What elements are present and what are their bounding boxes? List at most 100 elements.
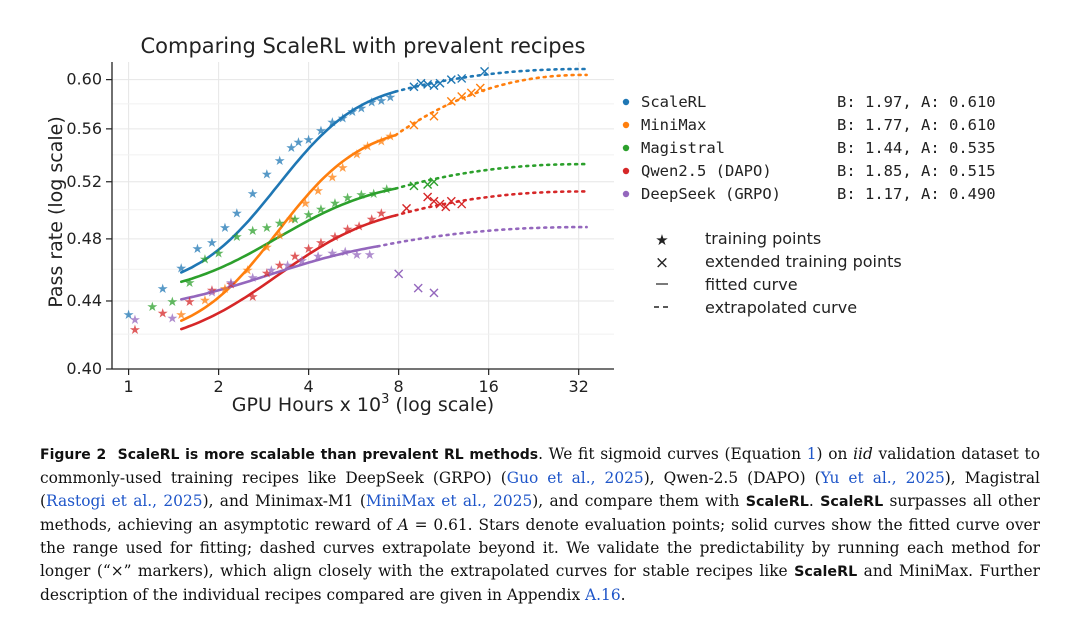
training-point-star: ★ [353,220,365,235]
training-point-star: ★ [347,105,359,120]
training-point-star: ★ [192,242,204,257]
extended-point-x-stroke [435,78,445,88]
extended-point-x [423,180,433,189]
extended-point-x-stroke [413,283,423,293]
training-point-star: ★ [157,306,169,321]
y-axis-title: Pass rate (log scale) [45,116,67,308]
training-point-star: ★ [326,115,338,130]
training-point-star: ★ [351,248,363,263]
legend-marker-4 [622,190,630,198]
citation-minimax-link[interactable]: MiniMax et al., 2025 [365,492,533,510]
appendix-link[interactable]: A.16 [585,586,621,604]
training-point-star: ★ [129,323,141,338]
caption-text: and MiniMax. Further description of the … [40,562,1040,604]
fitted-curve-2 [180,187,397,284]
citation-guo-link[interactable]: Guo et al., 2025 [506,469,644,487]
caption-text: . We fit sigmoid curves (Equation [538,445,807,463]
figure-label: Figure 2 [40,447,107,463]
legend-series-params: B: 1.97, A: 0.610 [837,93,996,111]
figure-title: ScaleRL is more scalable than prevalent … [117,447,539,463]
training-point-star: ★ [247,187,259,202]
extended-point-x [457,73,467,83]
training-point-star: ★ [166,311,178,326]
training-point-star: ★ [247,224,259,239]
training-point-star: ★ [157,282,169,297]
extended-point-x [394,269,404,279]
training-point-star: ★ [375,94,387,109]
training-point-star: ★ [362,140,374,155]
training-point-star: ★ [261,168,273,183]
training-point-star: ★ [337,161,349,176]
caption-math-a: A [397,516,409,534]
training-point-star: ★ [123,308,135,323]
training-point-star: ★ [342,223,354,238]
x-axis-title: GPU Hours x 103 (log scale) [232,392,494,416]
extended-point-x [475,83,485,93]
training-point-star: ★ [274,259,286,274]
extended-point-x [466,88,476,98]
marker-legend-label: fitted curve [705,275,798,294]
training-point-star: ★ [231,230,243,245]
legend-series-name: Magistral [641,139,725,157]
equation-link[interactable]: 1 [806,445,817,463]
training-point-star: ★ [303,208,315,223]
extended-point-x [446,96,456,106]
extrapolated-curve-3 [394,190,588,217]
extended-point-x-stroke [429,81,439,91]
legend-series-params: B: 1.44, A: 0.535 [837,139,996,157]
extended-point-x-stroke [446,96,456,106]
training-point-star: ★ [206,236,218,251]
extended-point-x-stroke [423,180,433,189]
training-point-star: ★ [315,236,327,251]
training-point-star: ★ [219,282,231,297]
training-point-star: ★ [375,207,387,222]
x-tick-label: 2 [214,377,224,396]
extended-point-x [402,203,412,213]
citation-rastogi-link[interactable]: Rastogi et al., 2025 [46,492,203,510]
marker-legend-label: extrapolated curve [705,298,857,317]
extended-point-x-stroke [409,181,419,191]
training-point-star: ★ [355,188,367,203]
fit-curves [180,67,588,331]
star-legend-icon: ★ [655,231,668,249]
caption-text: ) on [816,445,854,463]
training-point-star: ★ [351,147,363,162]
caption-iid: iid [853,445,873,463]
extended-point-x [480,66,490,76]
legend-marker-3 [622,167,630,175]
y-tick-label: 0.52 [66,172,102,191]
legend-series-params: B: 1.77, A: 0.610 [837,116,996,134]
training-point-star: ★ [312,184,324,199]
figure-caption: Figure 2 ScaleRL is more scalable than p… [40,443,1040,607]
citation-yu-link[interactable]: Yu et al., 2025 [820,469,945,487]
extended-point-x-stroke [457,91,467,101]
training-point-star: ★ [289,212,301,227]
extended-point-x [409,181,419,191]
caption-text: ), Magistral ( [40,469,1040,510]
training-point-star: ★ [289,249,301,264]
legend-series-name: ScaleRL [641,93,706,111]
training-point-star: ★ [261,221,273,236]
extended-point-x-stroke [466,88,476,98]
extended-point-x-stroke [446,75,456,85]
training-point-star: ★ [199,252,211,267]
training-point-star: ★ [366,212,378,227]
training-point-star: ★ [175,308,187,323]
extended-point-x-stroke [475,83,485,93]
legend-series-name: DeepSeek (GRPO) [641,185,781,203]
extended-point-x [435,78,445,88]
training-point-star: ★ [337,111,349,126]
training-point-star: ★ [303,242,315,257]
training-point-star: ★ [329,230,341,245]
extrapolated-curve-4 [376,225,588,248]
training-point-star: ★ [213,246,225,261]
caption-text: ), Qwen-2.5 (DAPO) ( [643,469,821,487]
caption-scalerl: ScaleRL [745,494,809,510]
legend: ScaleRL B: 1.97, A: 0.610 MiniMax B: 1.77, … [622,93,996,203]
extrapolated-curve-2 [394,162,588,190]
y-tick-label: 0.44 [66,291,102,310]
training-point-star: ★ [184,295,196,310]
extended-point-x [423,192,433,202]
y-tick-label: 0.48 [66,229,102,248]
training-point-star: ★ [274,217,286,232]
